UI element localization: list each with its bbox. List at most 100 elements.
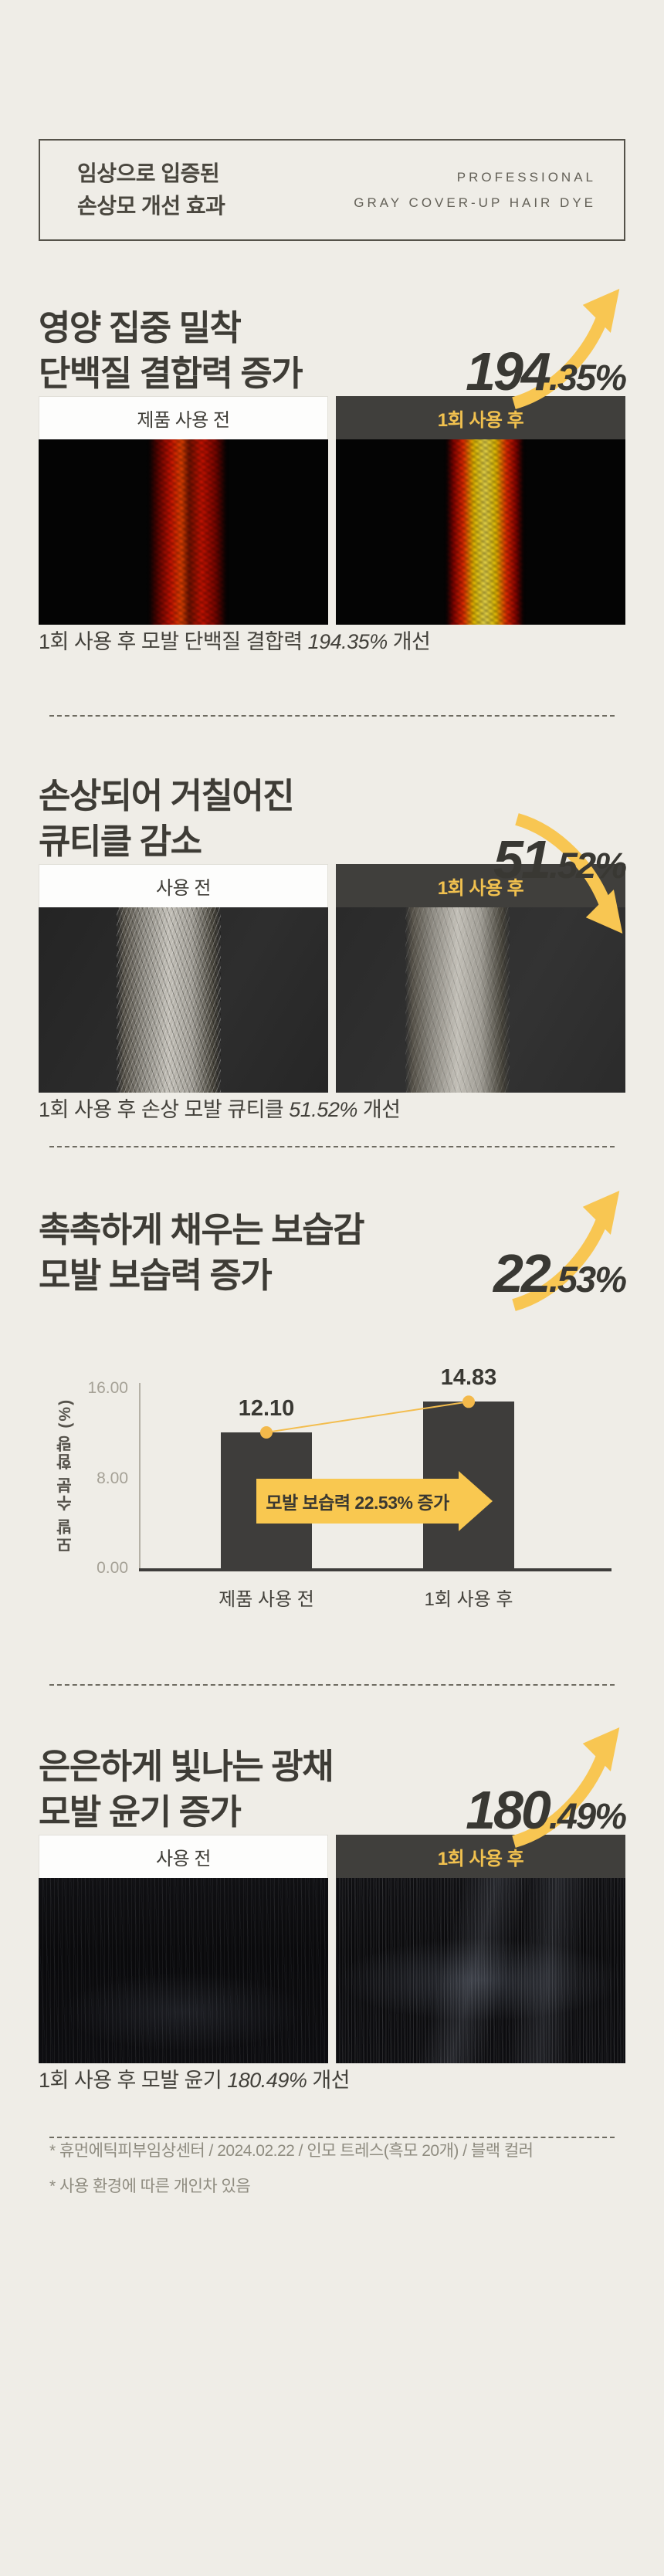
footer-divider bbox=[49, 2137, 615, 2138]
hair-strand-graphic bbox=[445, 439, 523, 625]
chart-baseline bbox=[139, 1568, 611, 1571]
after-label: 1회 사용 후 bbox=[336, 864, 625, 907]
caption-text: 개선 bbox=[387, 630, 431, 653]
section-gloss-caption: 1회 사용 후 모발 윤기 180.49% 개선 bbox=[39, 2063, 625, 2093]
hair-shine bbox=[336, 1878, 625, 2063]
header-subtitle: PROFESSIONAL GRAY COVER-UP HAIR DYE bbox=[354, 164, 596, 215]
caption-text: 1회 사용 후 모발 단백질 결합력 bbox=[39, 630, 308, 653]
section-gloss-title-line2: 모발 윤기 증가 bbox=[39, 1791, 242, 1832]
chart-plot: 모발 수분 함량 (%) 16.00 8.00 0.00 12.10 14.83… bbox=[56, 1365, 611, 1610]
section-gloss-percent: 180.49% bbox=[466, 1727, 627, 1848]
after-panel: 1회 사용 후 bbox=[336, 396, 625, 625]
strand-texture bbox=[148, 439, 226, 625]
footnote-disclaimer: * 사용 환경에 따른 개인차 있음 bbox=[49, 2178, 251, 2195]
percent-value-frac: .52% bbox=[548, 845, 627, 886]
y-tick: 16.00 bbox=[87, 1379, 128, 1398]
after-image-fluorescence bbox=[336, 439, 625, 625]
hair-shine bbox=[39, 1878, 328, 2063]
header-title-line2: 손상모 개선 효과 bbox=[77, 194, 225, 218]
section-cuticle-percent: 51.52% bbox=[493, 813, 627, 934]
section-moisture-title-line2: 모발 보습력 증가 bbox=[39, 1255, 273, 1295]
strand-texture bbox=[445, 439, 523, 625]
section-cuticle-title-line1: 손상되어 거칠어진 bbox=[39, 776, 295, 815]
caption-text: 개선 bbox=[357, 1098, 401, 1121]
percent-value-frac: .53% bbox=[548, 1259, 627, 1300]
after-panel: 1회 사용 후 bbox=[336, 864, 625, 1093]
section-moisture-title-line1: 촉촉하게 채우는 보습감 bbox=[39, 1210, 365, 1249]
hair-fibers-graphic bbox=[39, 1878, 328, 2063]
header-subtitle-line1: PROFESSIONAL bbox=[456, 169, 596, 185]
shaft-texture bbox=[405, 907, 510, 1093]
before-image-fluorescence bbox=[39, 439, 328, 625]
after-image-sem bbox=[336, 907, 625, 1093]
hair-shaft-graphic bbox=[117, 907, 222, 1093]
percent-value-int: 194 bbox=[466, 341, 551, 402]
chart-connector bbox=[260, 1395, 475, 1439]
x-axis-label-after: 1회 사용 후 bbox=[424, 1589, 513, 1610]
x-axis-label-before: 제품 사용 전 bbox=[219, 1589, 314, 1610]
y-tick: 0.00 bbox=[97, 1559, 128, 1577]
section-protein-percent: 194.35% bbox=[466, 288, 627, 409]
section-protein-title: 영양 집중 밀착 단백질 결합력 증가 bbox=[39, 306, 625, 396]
percent-value-int: 180 bbox=[466, 1780, 551, 1840]
percent-value-int: 51 bbox=[493, 829, 551, 890]
section-gloss-title: 은은하게 빛나는 광채 모발 윤기 증가 bbox=[39, 1744, 625, 1835]
increase-arrow-icon bbox=[512, 288, 620, 409]
before-panel: 제품 사용 전 bbox=[39, 396, 328, 625]
section-cuticle-title-line2: 큐티클 감소 bbox=[39, 821, 202, 861]
percent-value-int: 22 bbox=[493, 1243, 551, 1303]
section-divider bbox=[49, 1684, 615, 1686]
section-divider bbox=[49, 715, 615, 717]
increase-arrow-icon bbox=[512, 1727, 620, 1848]
section-protein-title-line2: 단백질 결합력 증가 bbox=[39, 353, 303, 393]
section-protein-comparison: 제품 사용 전 1회 사용 후 bbox=[39, 396, 625, 625]
bar-value-label: 14.83 bbox=[440, 1365, 497, 1391]
section-moisture-percent: 22.53% bbox=[493, 1190, 627, 1311]
before-panel: 사용 전 bbox=[39, 864, 328, 1093]
section-cuticle-header: 손상되어 거칠어진 큐티클 감소 51.52% bbox=[39, 774, 627, 934]
footnote-test-info: * 휴먼에틱피부임상센터 / 2024.02.22 / 인모 트레스(흑모 20… bbox=[49, 2142, 534, 2160]
header-title-line1: 임상으로 입증된 bbox=[77, 161, 220, 185]
after-label: 1회 사용 후 bbox=[336, 396, 625, 439]
section-protein-caption: 1회 사용 후 모발 단백질 결합력 194.35% 개선 bbox=[39, 625, 625, 655]
caption-value: 51.52% bbox=[289, 1098, 357, 1121]
percent-value-frac: .35% bbox=[548, 357, 627, 398]
after-label: 1회 사용 후 bbox=[336, 1835, 625, 1878]
chart-y-axis-title: 모발 수분 함량 (%) bbox=[56, 1398, 74, 1554]
y-tick: 8.00 bbox=[97, 1469, 128, 1487]
section-cuticle-caption: 1회 사용 후 손상 모발 큐티클 51.52% 개선 bbox=[39, 1093, 625, 1123]
section-gloss-title-line1: 은은하게 빛나는 광채 bbox=[39, 1747, 334, 1786]
before-image-sem bbox=[39, 907, 328, 1093]
increase-annotation-arrow: 모발 보습력 22.53% 증가 bbox=[256, 1479, 459, 1524]
after-panel: 1회 사용 후 bbox=[336, 1835, 625, 2063]
shaft-core bbox=[117, 907, 222, 1093]
caption-text: 1회 사용 후 모발 윤기 bbox=[39, 2069, 228, 2092]
hair-fibers-graphic bbox=[336, 1878, 625, 2063]
section-protein-header: 영양 집중 밀착 단백질 결합력 증가 194.35% bbox=[39, 288, 627, 409]
after-image-hair bbox=[336, 1878, 625, 2063]
before-label: 사용 전 bbox=[39, 864, 328, 907]
section-divider bbox=[49, 1146, 615, 1147]
moisture-bar-chart: 모발 수분 함량 (%) 16.00 8.00 0.00 12.10 14.83… bbox=[39, 1352, 625, 1613]
before-panel: 사용 전 bbox=[39, 1835, 328, 2063]
bar-value-label: 12.10 bbox=[238, 1396, 295, 1421]
caption-value: 194.35% bbox=[307, 630, 388, 653]
percent-value-frac: .49% bbox=[548, 1795, 627, 1836]
section-gloss-header: 은은하게 빛나는 광채 모발 윤기 증가 180.49% bbox=[39, 1727, 627, 1848]
caption-value: 180.49% bbox=[227, 2069, 307, 2092]
section-protein-title-line1: 영양 집중 밀착 bbox=[39, 308, 242, 347]
before-image-hair bbox=[39, 1878, 328, 2063]
hair-strand-graphic bbox=[148, 439, 226, 625]
header-box: 임상으로 입증된 손상모 개선 효과 PROFESSIONAL GRAY COV… bbox=[39, 139, 625, 241]
section-moisture-header: 촉촉하게 채우는 보습감 모발 보습력 증가 22.53% bbox=[39, 1190, 627, 1311]
section-gloss-comparison: 사용 전 1회 사용 후 bbox=[39, 1835, 625, 2063]
section-cuticle-comparison: 사용 전 1회 사용 후 bbox=[39, 864, 625, 1093]
increase-arrow-icon bbox=[512, 1190, 620, 1311]
section-cuticle-title: 손상되어 거칠어진 큐티클 감소 bbox=[39, 774, 625, 864]
decrease-arrow-icon bbox=[515, 813, 623, 934]
section-moisture-title: 촉촉하게 채우는 보습감 모발 보습력 증가 bbox=[39, 1208, 625, 1298]
caption-text: 개선 bbox=[307, 2069, 351, 2092]
header-title: 임상으로 입증된 손상모 개선 효과 bbox=[77, 158, 225, 222]
hair-shaft-graphic bbox=[405, 907, 510, 1093]
